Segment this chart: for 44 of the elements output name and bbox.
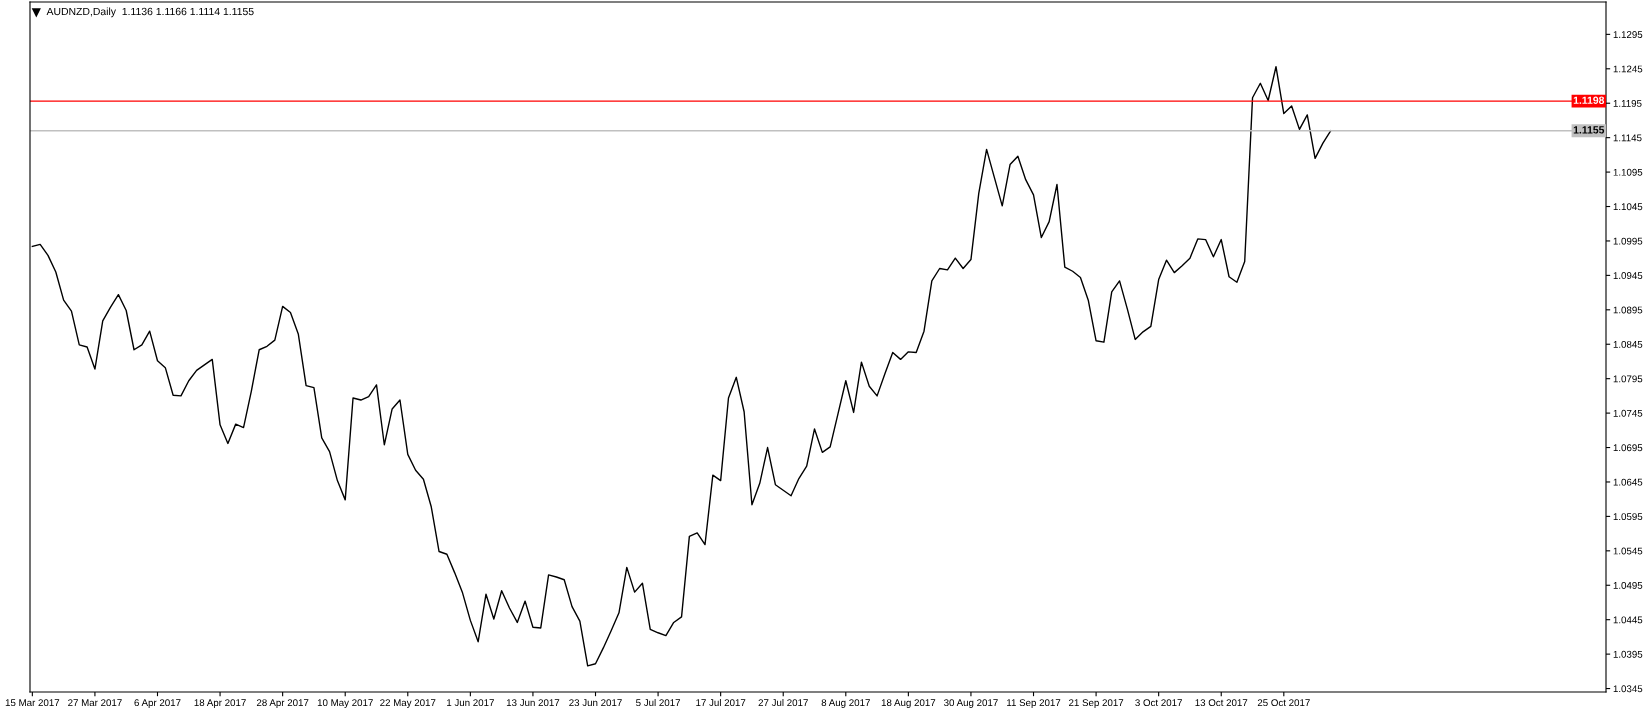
y-tick-label: 1.0695 bbox=[1613, 444, 1643, 452]
y-tick-label: 1.0845 bbox=[1613, 340, 1643, 348]
y-tick-label: 1.1045 bbox=[1613, 203, 1643, 211]
x-tick-label: 17 Jul 2017 bbox=[696, 698, 746, 707]
x-tick-label: 10 May 2017 bbox=[317, 699, 373, 709]
x-tick-label: 13 Oct 2017 bbox=[1195, 699, 1248, 707]
y-tick-label: 1.0745 bbox=[1613, 409, 1643, 417]
y-tick-label: 1.0545 bbox=[1613, 547, 1643, 555]
x-tick-label: 13 Jun 2017 bbox=[506, 699, 560, 707]
x-tick-label: 11 Sep 2017 bbox=[1007, 699, 1061, 709]
x-tick-label: 5 Jul 2017 bbox=[636, 698, 681, 707]
x-tick-label: 18 Aug 2017 bbox=[881, 699, 936, 709]
x-tick-label: 8 Aug 2017 bbox=[821, 699, 870, 709]
y-tick-label: 1.1245 bbox=[1613, 65, 1643, 73]
ref-line-label: 1.1155 bbox=[1573, 126, 1605, 134]
x-tick-label: 27 Jul 2017 bbox=[758, 698, 808, 707]
y-tick-label: 1.0795 bbox=[1613, 375, 1643, 383]
y-tick-label: 1.1295 bbox=[1613, 31, 1643, 38]
x-tick-label: 3 Oct 2017 bbox=[1135, 699, 1182, 707]
x-tick-label: 21 Sep 2017 bbox=[1069, 699, 1124, 709]
x-tick-label: 1 Jun 2017 bbox=[447, 699, 494, 707]
y-tick-label: 1.1095 bbox=[1613, 168, 1643, 176]
x-tick-label: 18 Apr 2017 bbox=[194, 699, 246, 709]
x-tick-label: 27 Mar 2017 bbox=[68, 699, 122, 707]
x-tick-label: 28 Apr 2017 bbox=[256, 699, 309, 709]
x-tick-label: 23 Jun 2017 bbox=[569, 699, 622, 707]
chart-title: AUDNZD,Daily 1.1136 1.1166 1.1114 1.1155 bbox=[46, 7, 254, 18]
y-tick-label: 1.0395 bbox=[1613, 650, 1643, 658]
x-tick-label: 25 Oct 2017 bbox=[1257, 699, 1310, 707]
y-tick-label: 1.0945 bbox=[1613, 272, 1643, 279]
y-tick-label: 1.0495 bbox=[1613, 582, 1643, 589]
y-tick-label: 1.1145 bbox=[1613, 134, 1642, 142]
y-tick-label: 1.0895 bbox=[1613, 306, 1643, 314]
y-tick-label: 1.0595 bbox=[1613, 513, 1643, 521]
ref-line-label: 1.1198 bbox=[1573, 96, 1605, 104]
y-tick-label: 1.1195 bbox=[1613, 99, 1642, 107]
y-tick-label: 1.0345 bbox=[1613, 685, 1643, 693]
y-tick-label: 1.0445 bbox=[1613, 616, 1643, 624]
x-tick-label: 6 Apr 2017 bbox=[134, 699, 181, 709]
x-tick-label: 15 Mar 2017 bbox=[5, 699, 60, 707]
x-tick-label: 22 May 2017 bbox=[380, 699, 436, 709]
y-tick-label: 1.0995 bbox=[1613, 237, 1643, 245]
x-tick-label: 30 Aug 2017 bbox=[944, 699, 998, 709]
y-tick-label: 1.0645 bbox=[1613, 478, 1643, 486]
